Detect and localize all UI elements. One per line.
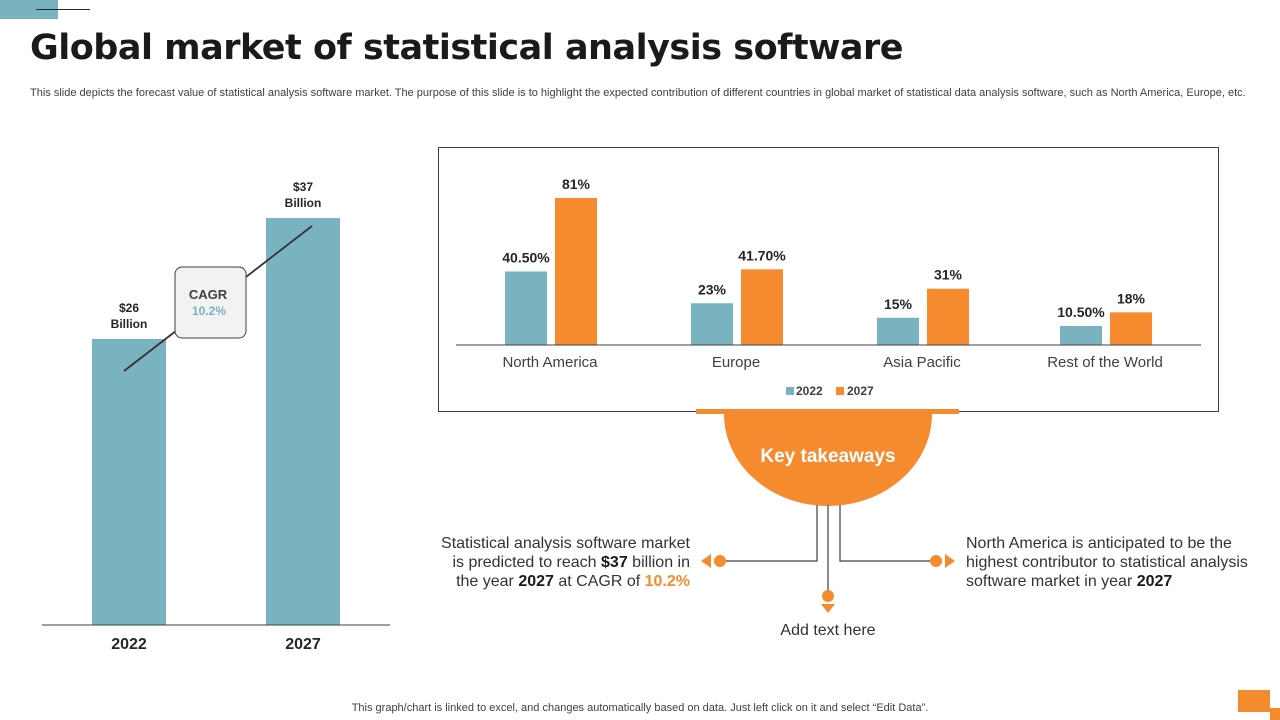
bar-2027[interactable] — [266, 218, 340, 625]
cagr-value: 10.2% — [192, 304, 226, 318]
bottom-arrow-marker — [821, 590, 835, 613]
cagr-label: CAGR — [189, 287, 228, 302]
data-label: 15% — [884, 296, 913, 312]
bar-2022[interactable] — [92, 339, 166, 625]
bar-north-america-2027[interactable] — [555, 198, 597, 345]
bar-asia-pacific-2027[interactable] — [927, 288, 969, 345]
legend-label-2022: 2022 — [796, 384, 823, 398]
x-tick-label: Asia Pacific — [883, 354, 961, 371]
bar-asia-pacific-2022[interactable] — [877, 317, 919, 345]
footnote: This graph/chart is linked to excel, and… — [351, 702, 929, 714]
slide-number-box — [1238, 690, 1270, 712]
data-label-unit: Billion — [111, 317, 148, 331]
page-subtitle: This slide depicts the forecast value of… — [30, 87, 1246, 99]
right-arrow-marker — [930, 554, 955, 568]
cagr-box — [174, 266, 247, 339]
legend-swatch-2027 — [836, 387, 844, 395]
data-label: 41.70% — [738, 247, 786, 263]
takeaway-right-text: North America is anticipated to be the h… — [966, 535, 1248, 590]
legend-swatch-2022 — [786, 387, 794, 395]
market-size-chart[interactable]: CAGR 10.2% 2022 $26 Billion 2027 $37 Billion — [0, 180, 420, 660]
bar-north-america-2022[interactable] — [505, 271, 547, 346]
x-tick-label: Rest of the World — [1047, 354, 1163, 371]
bar-rest-of-the-world-2022[interactable] — [1060, 325, 1102, 345]
takeaways-title: Key takeaways — [760, 446, 895, 467]
page-title: Global market of statistical analysis so… — [30, 28, 904, 68]
data-label: 40.50% — [502, 250, 550, 266]
x-tick-label: Europe — [712, 354, 760, 371]
corner-accent-bar — [0, 0, 58, 19]
slide-number-box-small — [1270, 708, 1280, 720]
data-label: 31% — [934, 267, 963, 283]
takeaway-left-text: Statistical analysis software market is … — [441, 535, 690, 590]
data-label-value: $37 — [293, 180, 313, 194]
takeaway-bottom-text[interactable]: Add text here — [780, 622, 876, 639]
data-label: 18% — [1117, 290, 1146, 306]
data-label: 81% — [562, 176, 591, 192]
key-takeaways-diagram: Key takeaways — [696, 409, 959, 613]
bar-rest-of-the-world-2027[interactable] — [1110, 312, 1152, 345]
x-tick-label: 2022 — [111, 636, 147, 653]
bar-europe-2022[interactable] — [691, 303, 733, 345]
legend-label-2027: 2027 — [847, 384, 874, 398]
takeaways-top-bar — [696, 409, 959, 414]
x-tick-label: 2027 — [285, 636, 321, 653]
x-tick-label: North America — [502, 354, 598, 371]
regional-share-chart[interactable]: 40.50% 81% North America 23% 41.70% Europe 15%… — [439, 148, 1218, 411]
bar-europe-2027[interactable] — [741, 269, 783, 345]
corner-accent-line — [36, 9, 90, 10]
takeaways-semicircle — [724, 414, 932, 506]
left-arrow-marker — [701, 554, 726, 568]
connector-left — [725, 505, 818, 562]
connector-right — [839, 505, 930, 562]
data-label: 10.50% — [1057, 304, 1105, 320]
data-label-value: $26 — [119, 301, 139, 315]
data-label-unit: Billion — [285, 196, 322, 210]
data-label: 23% — [698, 281, 727, 297]
legend: 2022 2027 — [786, 384, 874, 398]
